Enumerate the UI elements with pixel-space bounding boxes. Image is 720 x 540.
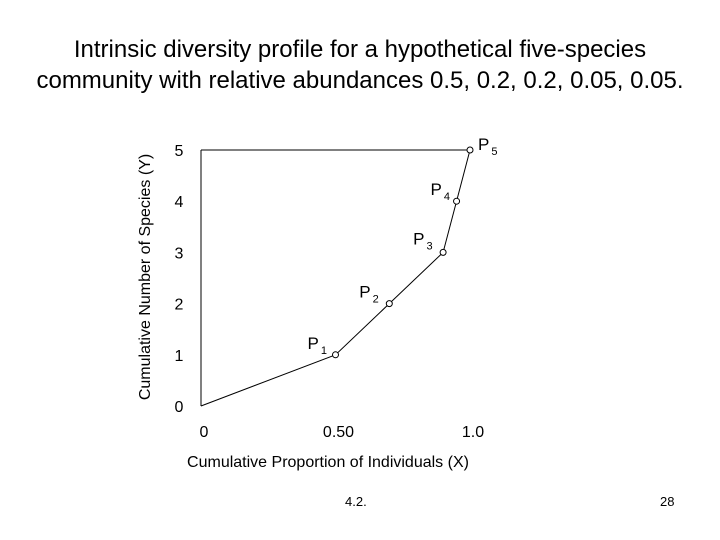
data-point-label-sub: 3 xyxy=(426,240,432,252)
data-point-label-main: P xyxy=(431,180,442,199)
data-point-marker xyxy=(332,351,339,359)
data-point-label-sub: 4 xyxy=(444,191,450,203)
data-point-label-main: P xyxy=(359,283,370,302)
x-tick-label: 0 xyxy=(200,424,209,441)
data-point-label-main: P xyxy=(308,334,319,353)
y-tick-label: 0 xyxy=(175,399,184,416)
x-tick-labels: 0 0.50 1.0 xyxy=(200,424,485,441)
y-tick-label: 2 xyxy=(175,297,184,314)
slide-title-line-2: community with relative abundances 0.5, … xyxy=(36,67,684,94)
slide-title: Intrinsic diversity profile for a hypoth… xyxy=(0,34,720,96)
data-point-marker xyxy=(385,300,393,308)
plot-frame xyxy=(200,149,470,406)
y-tick-label: 4 xyxy=(175,194,184,211)
x-axis-title: Cumulative Proportion of Individuals (X) xyxy=(187,454,469,471)
data-point-label-main: P xyxy=(413,229,424,248)
y-tick-label: 5 xyxy=(175,143,184,160)
slide-title-line-1: Intrinsic diversity profile for a hypoth… xyxy=(73,36,647,63)
data-point-markers xyxy=(332,146,474,359)
page-number: 28 xyxy=(660,494,675,509)
data-point-marker xyxy=(453,197,461,205)
y-tick-label: 3 xyxy=(175,245,184,262)
profile-line xyxy=(200,149,471,407)
data-point-label-sub: 2 xyxy=(373,294,379,306)
data-point-label-sub: 1 xyxy=(321,345,327,357)
x-tick-label: 0.50 xyxy=(323,424,354,441)
data-point-label-main: P xyxy=(478,135,489,154)
y-tick-label: 1 xyxy=(175,348,184,365)
data-point-labels: P 1P 2P 3P 4P 5 xyxy=(308,135,498,357)
y-tick-labels: 0 1 2 3 4 5 xyxy=(175,143,184,416)
y-axis-title: Cumulative Number of Species (Y) xyxy=(137,154,154,400)
data-point-marker xyxy=(439,248,447,256)
data-point-label-sub: 5 xyxy=(491,146,497,158)
x-tick-label: 1.0 xyxy=(462,424,484,441)
section-number: 4.2. xyxy=(345,494,367,509)
data-point-marker xyxy=(466,146,474,154)
